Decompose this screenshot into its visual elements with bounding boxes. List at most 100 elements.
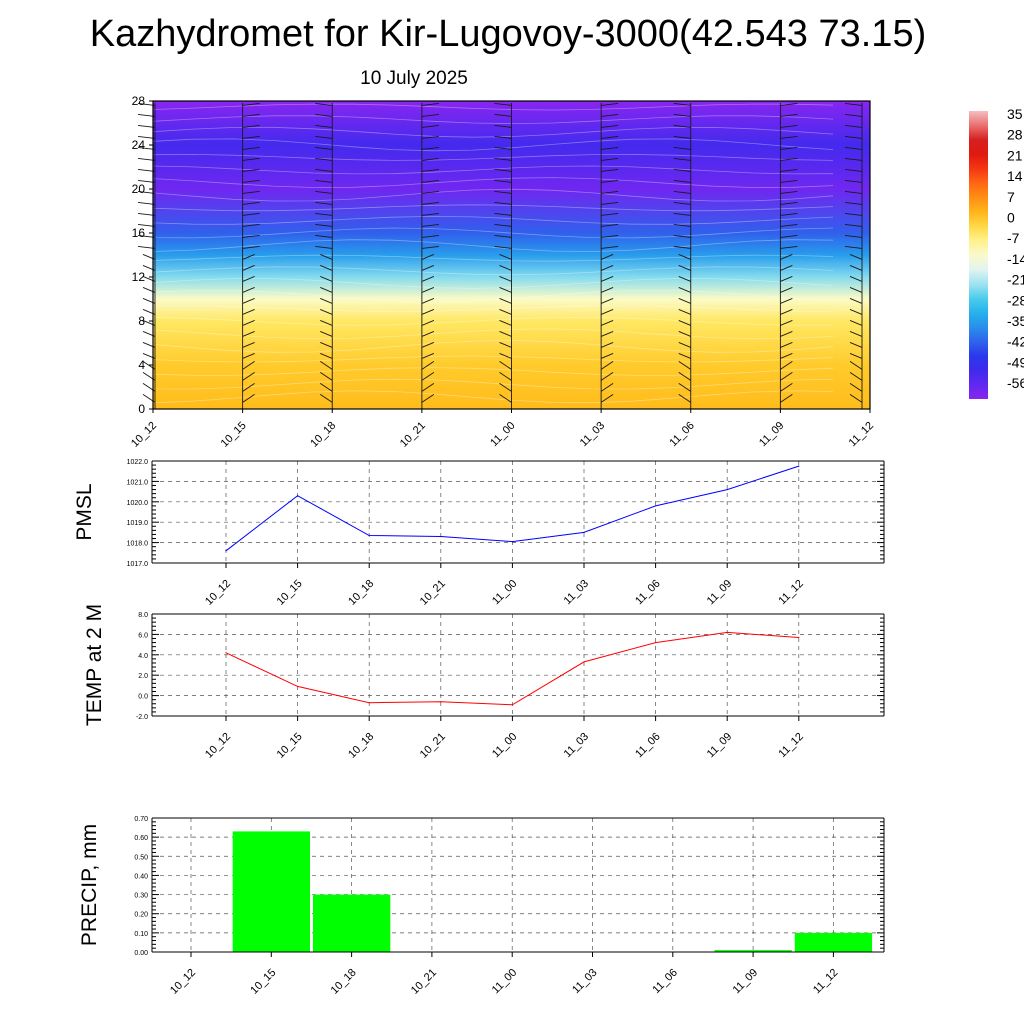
y-tick-label: 0.40 [134,873,148,880]
wind-barb [137,157,156,161]
wind-barb [601,124,619,128]
wind-barb [673,201,691,205]
wind-barb [421,264,435,271]
wind-barb [600,308,614,315]
wind-barb [499,330,512,337]
y-tick-label: 1017.0 [127,561,149,568]
data-point [368,702,370,704]
wind-barb [780,234,798,238]
wind-barb [494,190,512,194]
wind-barb [421,352,435,359]
contour-line [153,188,834,202]
wind-barb [780,253,793,260]
wind-barb [678,352,691,359]
colorbar-label: -56 [1007,375,1024,391]
wind-barb [320,352,333,359]
wind-barb [780,157,798,161]
contour-line [153,289,834,303]
wind-barb [494,245,512,249]
wind-barb [242,124,260,128]
wind-barb [849,330,863,337]
wind-barb [780,286,793,293]
contour-line [153,378,834,390]
precip-bar [794,932,873,952]
x-tick-label: 11_06 [650,967,680,997]
colorbar-label: -7 [1007,230,1020,246]
colorbar-label: -14 [1007,251,1024,267]
wind-barb [844,168,863,172]
wind-barb [137,124,156,128]
contour-line [153,204,834,212]
x-tick-label: 10_12 [203,578,233,608]
wind-barb [849,308,863,315]
wind-barb [600,286,614,293]
wind-barb [601,146,619,150]
wind-barb [242,201,260,205]
x-tick-label: 11_03 [570,967,600,997]
x-tick-label: 10_18 [346,731,376,761]
wind-barb [320,319,333,326]
colorbar-label: 0 [1007,210,1015,226]
wind-barb [600,319,614,326]
wind-barb [678,372,691,381]
colorbar: 35 28 21 14 7 0 -7 -14 -21 -28 -35 -42 -49 -56 [969,106,1024,399]
wind-barb [499,372,512,381]
wind-barb [137,113,156,117]
wind-barb [849,297,863,304]
wind-barb [844,190,863,194]
wind-barb [673,223,691,227]
wind-barb [499,394,512,403]
wind-barb [673,146,691,150]
wind-barb [242,168,260,172]
x-tick-label: 10_15 [275,731,305,761]
wind-barb [780,297,793,304]
contour-line [153,316,834,326]
data-point [297,495,299,497]
x-tick-label: 11_03 [562,578,592,608]
wind-barb [849,319,863,326]
wind-barb [600,394,614,403]
wind-barb [849,275,863,282]
wind-barb [673,102,691,106]
page-subtitle: 10 July 2025 [360,68,468,89]
y-tick-label: 0.00 [134,950,148,957]
x-tick-label: 10_18 [329,967,359,997]
wind-barb [678,275,691,282]
contour-line [153,254,834,262]
contour-line [153,266,834,276]
wind-barb [421,201,439,205]
contour-line [153,390,834,404]
wind-barb [601,157,619,161]
wind-barb [673,212,691,216]
data-point [225,550,227,552]
x-tick-label: 11_09 [731,967,761,997]
y-tick-label: 12 [132,270,146,284]
wind-barb [494,102,512,106]
wind-barb [673,168,691,172]
series-line [225,631,799,706]
wind-barb [849,264,863,271]
wind-barb [780,330,793,337]
wind-barb [242,212,260,216]
wind-barb [499,253,512,260]
y-axis-title: PRECIP, mm [78,824,101,946]
wind-barb [421,245,439,249]
wind-barb [137,245,156,249]
wind-barb [137,190,156,194]
wind-barb [421,190,439,194]
wind-barb [242,190,260,194]
wind-barb [421,113,439,117]
y-tick-label: 24 [132,138,146,152]
wind-barb [242,352,255,359]
wind-barb [844,124,863,128]
wind-barb [421,146,439,150]
wind-barb [421,157,439,161]
wind-barb [678,341,691,348]
wind-barb [844,179,863,183]
y-tick-label: 1019.0 [127,520,149,527]
wind-barb [499,286,512,293]
wind-barb [494,135,512,139]
wind-barb [242,157,260,161]
wind-barb [421,234,439,238]
